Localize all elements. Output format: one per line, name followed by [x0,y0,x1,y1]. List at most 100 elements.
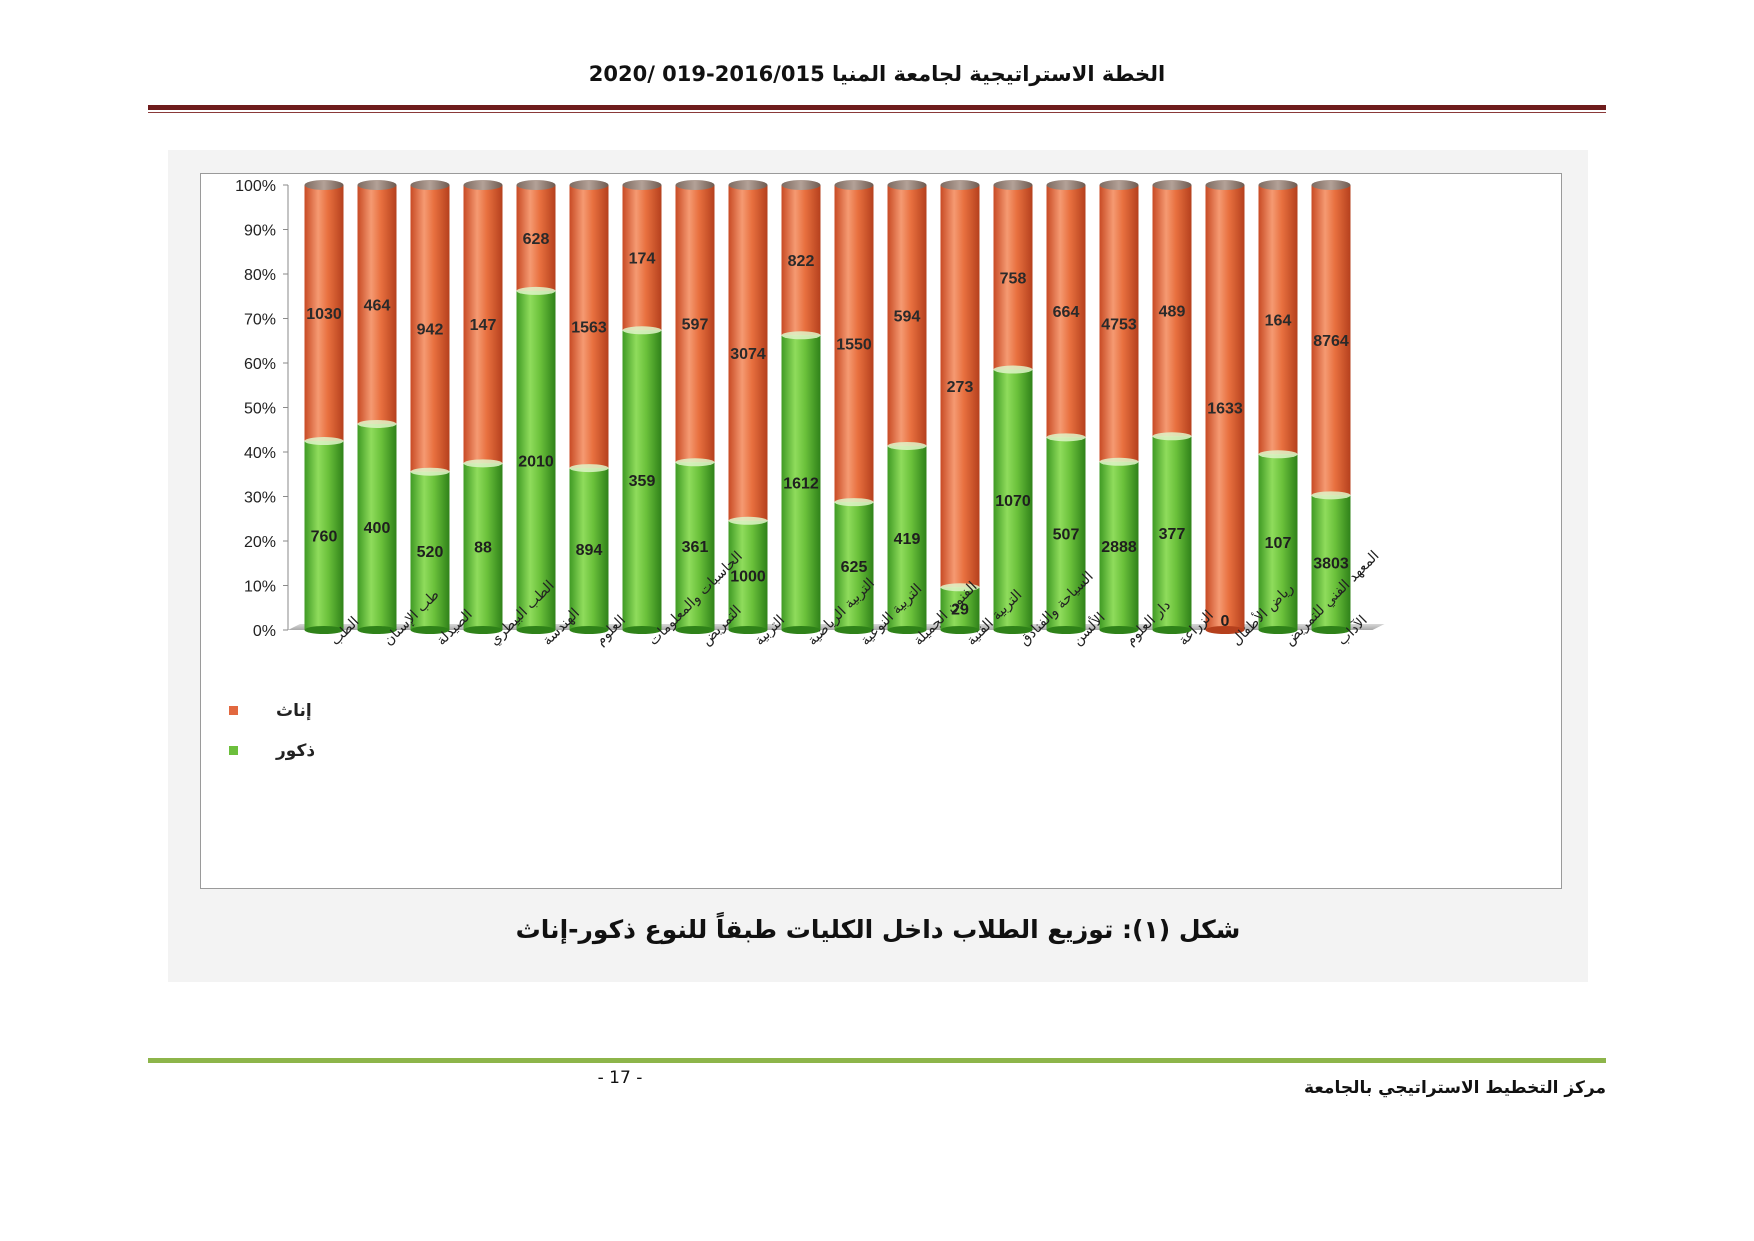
bar-male [463,463,503,630]
bar-female [993,185,1033,370]
bar-base [1258,626,1298,634]
bar-seam [1046,433,1086,442]
bar-male [569,468,609,630]
bar-male [728,520,768,630]
chart-frame: 0% 10% 20% 30% 40% 50% 60% 70% 80% 90% 100% 1030 76… [200,173,1562,889]
bar-cap [569,180,609,190]
data-label-male: 419 [894,531,921,548]
data-label-female: 464 [364,297,391,314]
bar-seam [940,583,980,592]
data-label-female: 273 [947,379,974,396]
bar-cap [1046,180,1086,190]
bar-female [463,185,503,464]
data-label-female: 147 [470,317,497,334]
header-rule [148,105,1606,110]
bar-female [1311,185,1351,496]
data-label-male: 625 [841,559,868,576]
footer-rule [148,1058,1606,1063]
bar-female [516,185,556,291]
legend-female-swatch [229,706,238,715]
bar-cap [1152,180,1192,190]
data-label-female: 174 [629,251,656,268]
bar-male [834,502,874,630]
bar-male [1258,454,1298,630]
bar-seam [675,458,715,467]
bar-seam [728,516,768,525]
bar-base [357,626,397,634]
legend-male-label: ذكور [275,741,315,761]
bar-male [1152,436,1192,630]
data-label-male: 361 [682,539,709,556]
bar-seam [569,464,609,473]
bar-female [834,185,874,503]
document-header-title: الخطة الاستراتيجية لجامعة المنيا 2016/01… [588,62,1166,86]
data-label-male: 29 [951,602,969,619]
bar-cap [1311,180,1351,190]
bar-male [781,335,821,630]
data-label-male: 107 [1265,535,1292,552]
bar-seam [1258,450,1298,459]
bar-male [357,423,397,630]
bar-seam [622,326,662,335]
data-label-female: 1550 [836,337,872,354]
bar-male [993,369,1033,630]
y-tick-label: 80% [244,267,276,284]
bar-base [940,626,980,634]
bar-male [1046,437,1086,630]
bars-layer [304,180,1351,634]
data-label-male: 0 [1221,613,1230,630]
bar-base [569,626,609,634]
figure-caption: شكل (١): توزيع الطلاب داخل الكليات طبقاً… [515,915,1241,944]
bar-cap [940,180,980,190]
bar-seam [410,467,450,476]
bar-cap [463,180,503,190]
bar-female [675,185,715,463]
bar-cap [410,180,450,190]
data-label-male: 359 [629,473,656,490]
bar-seam [834,498,874,507]
bar-cap [887,180,927,190]
bar-male [1311,495,1351,630]
bar-cap [1099,180,1139,190]
bar-male [622,330,662,630]
y-tick-label: 50% [244,401,276,418]
bar-male [516,290,556,630]
bar-female [569,185,609,469]
bar-cap [1258,180,1298,190]
bar-base [781,626,821,634]
data-label-female: 164 [1265,313,1292,330]
bar-male [940,587,980,630]
bar-female [1205,185,1245,630]
data-label-male: 2888 [1101,539,1137,556]
bar-female [728,185,768,521]
page-number: - 17 - [597,1068,643,1088]
y-tick-label: 0% [253,623,276,640]
data-labels-layer: 1030 760 464 400 942 520 147 88 628 2010 1563 894 17… [306,231,1349,630]
bar-female [1099,185,1139,462]
data-label-female: 8764 [1313,333,1349,350]
bar-base [1205,626,1245,634]
bar-base [675,626,715,634]
bar-seam [357,419,397,428]
chart-legend: إناث ذكور [229,701,315,761]
data-label-female: 822 [788,253,815,270]
bar-cap [516,180,556,190]
y-tick-label: 90% [244,223,276,240]
y-tick-label: 30% [244,490,276,507]
bar-base [993,626,1033,634]
data-label-female: 1633 [1207,401,1243,418]
bar-cap [304,180,344,190]
bar-female [622,185,662,331]
bar-base [1046,626,1086,634]
y-tick-label: 70% [244,312,276,329]
data-label-female: 1030 [306,306,342,323]
data-label-male: 1000 [730,568,766,585]
header-rule-thin [148,112,1606,113]
bar-base [410,626,450,634]
legend-female-label: إناث [276,701,312,721]
bar-cap [622,180,662,190]
bar-female [887,185,927,446]
data-label-female: 597 [682,317,709,334]
data-label-male: 520 [417,544,444,561]
bar-seam [993,365,1033,374]
